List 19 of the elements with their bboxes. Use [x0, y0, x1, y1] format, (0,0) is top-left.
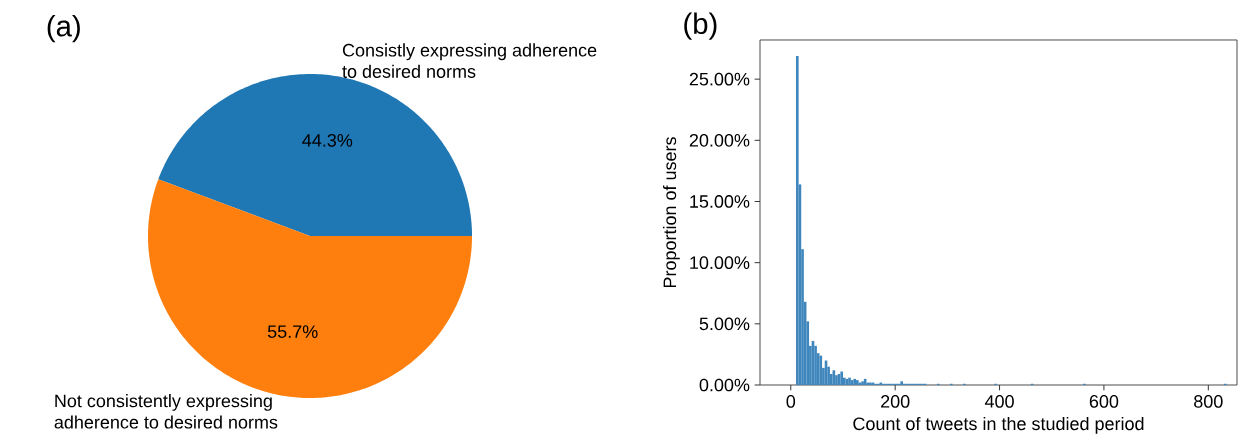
x-tick-label: 600	[1089, 395, 1119, 408]
slice-label: Consistly expressing adherence to desired norms	[342, 43, 597, 78]
x-tick-label: 800	[1194, 395, 1223, 408]
chart-title: (b)	[684, 12, 717, 40]
y-tick-label: 15.00%	[690, 195, 750, 208]
y-tick-label: 25.00%	[689, 72, 750, 86]
y-tick-label: 0.00%	[699, 378, 750, 392]
data-label: 55.7%	[267, 325, 318, 338]
x-tick-label: 400	[984, 395, 1014, 408]
x-tick-label: 0	[786, 395, 796, 408]
data-label: 44.3%	[302, 133, 353, 147]
slice-label: Not consistently expressing adherence to desired norms	[54, 394, 278, 429]
x-tick-label: 200	[881, 395, 910, 408]
chart-title: (a)	[47, 14, 80, 43]
y-tick-label: 20.00%	[689, 133, 750, 147]
y-tick-label: 10.00%	[690, 256, 750, 270]
y-tick-label: 5.00%	[699, 317, 750, 331]
y-axis-title: Proportion of users	[662, 137, 680, 288]
x-axis-title: Count of tweets in the studied period	[853, 416, 1144, 434]
